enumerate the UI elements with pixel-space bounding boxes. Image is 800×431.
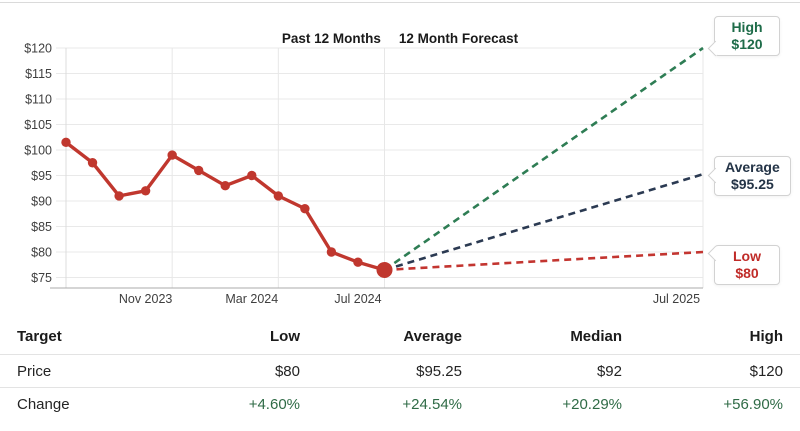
y-axis-tick-label: $115 <box>25 67 52 81</box>
low-callout: Low $80 <box>707 245 780 285</box>
price-row: Price $80 $95.25 $92 $120 <box>0 355 800 388</box>
y-axis-tick-label: $100 <box>24 144 52 158</box>
y-axis-tick-label: $90 <box>31 195 52 209</box>
price-history-forecast-chart: $120 $115 $110 $105 $100 $95 $90 $85 $80 $75 Nov 2… <box>24 42 704 306</box>
change-median-value: +20.29% <box>562 395 622 413</box>
low-callout-value: $80 <box>735 265 759 281</box>
change-row-label: Change <box>17 395 70 413</box>
history-point <box>300 203 310 214</box>
high-callout-title: High <box>731 19 763 35</box>
x-axis-tick-label: Mar 2024 <box>225 292 278 306</box>
high-callout-value: $120 <box>731 36 763 52</box>
history-point <box>114 191 124 201</box>
12-month-forecast-label: 12 Month Forecast <box>398 31 519 46</box>
price-low-value: $80 <box>274 362 300 380</box>
y-axis-tick-label: $110 <box>25 93 52 107</box>
forecast-line-high <box>383 46 704 272</box>
column-header-average: Average <box>403 327 462 345</box>
history-point <box>220 181 230 191</box>
price-average-value: $95.25 <box>416 362 462 380</box>
price-row-label: Price <box>17 362 52 380</box>
history-point <box>61 137 71 148</box>
history-point <box>353 257 363 267</box>
history-current-point <box>376 261 393 278</box>
x-axis-tick-label: Nov 2023 <box>119 292 173 306</box>
past-12-months-label: Past 12 Months <box>281 31 381 46</box>
y-axis-tick-label: $85 <box>31 220 52 234</box>
column-header-high: High <box>749 327 783 345</box>
column-header-target: Target <box>17 327 62 345</box>
chart-title-row: Past 12 Months 12 Month Forecast <box>0 31 800 46</box>
y-axis-tick-label: $95 <box>31 169 52 183</box>
column-header-median: Median <box>570 327 622 345</box>
history-point <box>87 158 98 168</box>
low-callout-title: Low <box>733 248 761 264</box>
column-header-low: Low <box>270 327 300 345</box>
price-high-value: $120 <box>749 362 783 380</box>
table-header-row: Target Low Average Median High <box>0 318 800 355</box>
history-point <box>247 170 257 181</box>
history-point <box>273 191 284 201</box>
x-axis-tick-label: Jul 2025 <box>653 292 700 306</box>
average-callout: Average $95.25 <box>707 156 791 196</box>
history-point <box>326 247 337 257</box>
y-axis-tick-label: $75 <box>31 271 52 285</box>
history-point <box>167 150 177 160</box>
high-callout: High $120 <box>707 16 780 57</box>
change-average-value: +24.54% <box>402 395 462 413</box>
price-median-value: $92 <box>596 362 622 380</box>
x-axis-tick-label: Jul 2024 <box>334 292 381 306</box>
change-row: Change +4.60% +24.54% +20.29% +56.90% <box>0 388 800 420</box>
y-axis-tick-label: $80 <box>31 246 52 260</box>
average-callout-value: $95.25 <box>730 176 774 192</box>
change-high-value: +56.90% <box>723 395 783 413</box>
y-axis-tick-label: $105 <box>24 118 52 132</box>
change-low-value: +4.60% <box>248 395 300 413</box>
history-line <box>64 140 387 272</box>
y-axis-tick-label: $120 <box>24 42 52 56</box>
forecast-line-low <box>384 250 704 272</box>
history-point <box>140 186 151 196</box>
target-summary-table: Target Low Average Median High Price $80… <box>0 318 800 420</box>
history-point <box>194 165 204 176</box>
average-callout-title: Average <box>725 159 780 175</box>
forecast-line-average <box>384 172 704 272</box>
top-border <box>0 2 800 3</box>
